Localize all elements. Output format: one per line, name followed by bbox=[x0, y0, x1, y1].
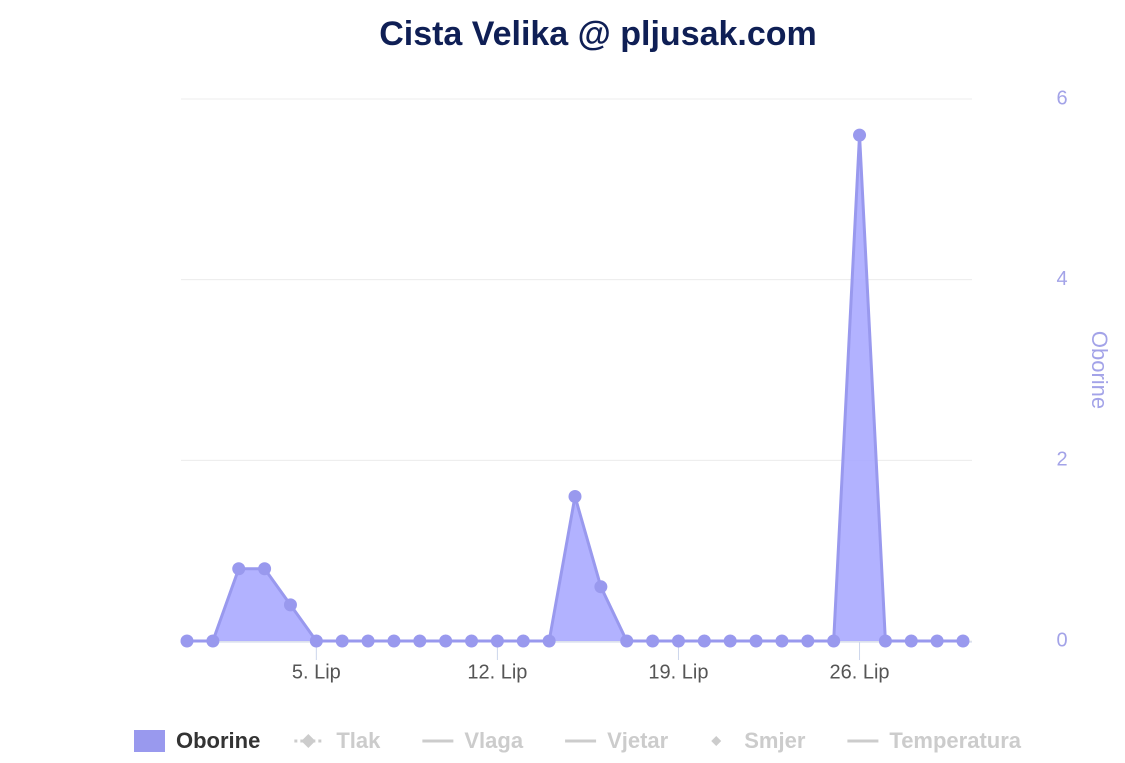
point bbox=[749, 634, 763, 648]
point bbox=[904, 634, 918, 648]
legend-item[interactable]: Vlaga bbox=[464, 728, 523, 753]
point bbox=[568, 489, 582, 503]
point bbox=[594, 580, 608, 594]
legend-item[interactable]: Oborine bbox=[176, 728, 260, 753]
point bbox=[697, 634, 711, 648]
legend-item[interactable]: Tlak bbox=[336, 728, 381, 753]
point bbox=[439, 634, 453, 648]
x-tick-label: 5. Lip bbox=[292, 661, 341, 683]
point bbox=[671, 634, 685, 648]
point bbox=[878, 634, 892, 648]
legend-symbol bbox=[134, 730, 165, 752]
point bbox=[258, 562, 272, 576]
point bbox=[853, 128, 867, 142]
point bbox=[413, 634, 427, 648]
y-tick-label: 6 bbox=[1056, 87, 1067, 109]
point bbox=[801, 634, 815, 648]
x-tick-label: 26. Lip bbox=[830, 661, 890, 683]
point bbox=[490, 634, 504, 648]
point bbox=[335, 634, 349, 648]
point bbox=[309, 634, 323, 648]
x-tick-label: 19. Lip bbox=[648, 661, 708, 683]
point bbox=[387, 634, 401, 648]
point bbox=[956, 634, 970, 648]
legend-item[interactable]: Vjetar bbox=[607, 728, 669, 753]
point bbox=[361, 634, 375, 648]
point bbox=[775, 634, 789, 648]
point bbox=[206, 634, 220, 648]
chart-title: Cista Velika @ pljusak.com bbox=[379, 15, 817, 53]
point bbox=[542, 634, 556, 648]
point bbox=[646, 634, 660, 648]
legend-item[interactable]: Temperatura bbox=[889, 728, 1021, 753]
area-fill bbox=[187, 135, 963, 641]
y-tick-label: 2 bbox=[1056, 449, 1067, 471]
point bbox=[232, 562, 246, 576]
legend-item[interactable]: Smjer bbox=[744, 728, 806, 753]
y-tick-label: 0 bbox=[1056, 629, 1067, 651]
point bbox=[620, 634, 634, 648]
point bbox=[180, 634, 194, 648]
point bbox=[516, 634, 530, 648]
point bbox=[283, 598, 297, 612]
point bbox=[827, 634, 841, 648]
y-axis-title: Oborine bbox=[1087, 331, 1112, 409]
y-tick-label: 4 bbox=[1056, 268, 1067, 290]
point bbox=[930, 634, 944, 648]
point bbox=[723, 634, 737, 648]
legend-symbol bbox=[301, 734, 316, 748]
x-tick-label: 12. Lip bbox=[467, 661, 527, 683]
legend-symbol bbox=[711, 736, 722, 746]
point bbox=[465, 634, 479, 648]
